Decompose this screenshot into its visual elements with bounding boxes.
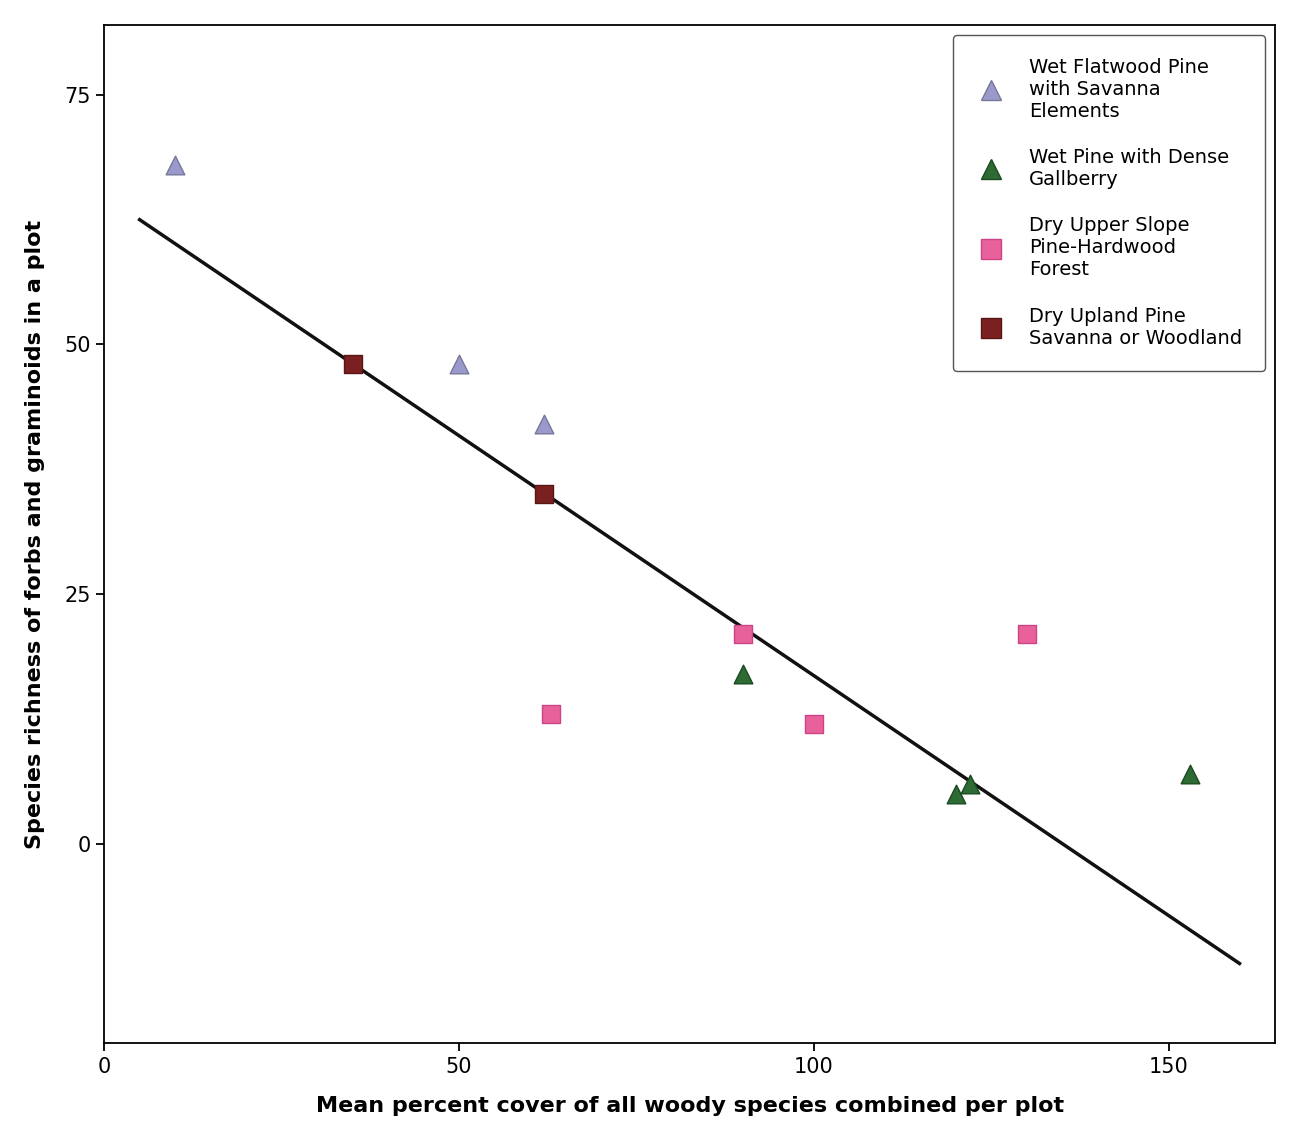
Point: [945, 785, 966, 803]
X-axis label: Mean percent cover of all woody species combined per plot: Mean percent cover of all woody species …: [316, 1097, 1063, 1116]
Point: [959, 775, 980, 793]
Point: [541, 705, 562, 723]
Point: [732, 665, 753, 683]
Point: [1179, 764, 1200, 783]
Point: [534, 415, 555, 434]
Point: [534, 485, 555, 503]
Point: [165, 155, 186, 173]
Point: [732, 625, 753, 644]
Point: [448, 355, 469, 373]
Y-axis label: Species richness of forbs and graminoids in a plot: Species richness of forbs and graminoids…: [25, 219, 46, 849]
Point: [1017, 625, 1037, 644]
Point: [342, 355, 363, 373]
Legend: Wet Flatwood Pine
with Savanna
Elements, Wet Pine with Dense
Gallberry, Dry Uppe: Wet Flatwood Pine with Savanna Elements,…: [953, 34, 1265, 371]
Point: [803, 714, 824, 733]
